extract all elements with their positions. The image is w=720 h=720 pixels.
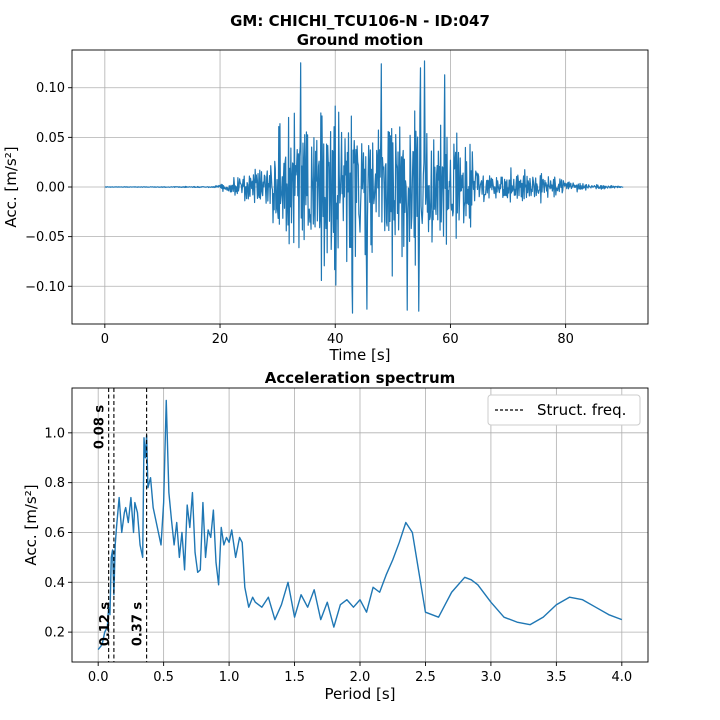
struct-freq-label: 0.12 s bbox=[98, 602, 113, 647]
spectrum-xtick-label: 2.0 bbox=[350, 670, 371, 685]
ground-motion-xtick-label: 80 bbox=[557, 332, 574, 347]
spectrum-grid bbox=[72, 388, 648, 662]
ground-motion-xtick-label: 0 bbox=[101, 332, 109, 347]
spectrum-title: Acceleration spectrum bbox=[265, 369, 456, 387]
ground-motion-ytick-label: −0.10 bbox=[25, 280, 65, 295]
spectrum-ylabel: Acc. [m/s²] bbox=[22, 484, 40, 565]
spectrum-xtick-label: 0.0 bbox=[88, 670, 109, 685]
ground-motion-line bbox=[104, 60, 624, 314]
ground-motion-ylabel: Acc. [m/s²] bbox=[2, 146, 20, 227]
spectrum-xlabel: Period [s] bbox=[324, 685, 395, 703]
ground-motion-ytick-label: 0.05 bbox=[36, 131, 65, 146]
ground-motion-title: Ground motion bbox=[297, 31, 424, 49]
spectrum-ytick-label: 0.4 bbox=[44, 576, 65, 591]
spectrum-xtick-label: 2.5 bbox=[415, 670, 436, 685]
ground-motion-ticks: 0 20 40 60 80 −0.10 −0.05 0.00 0.05 0.10 bbox=[25, 81, 574, 347]
spectrum-ytick-label: 0.2 bbox=[44, 626, 65, 641]
ground-motion-xlabel: Time [s] bbox=[329, 346, 391, 364]
spectrum-xtick-label: 1.0 bbox=[219, 670, 240, 685]
spectrum-ytick-label: 0.8 bbox=[44, 476, 65, 491]
spectrum-xtick-label: 0.5 bbox=[153, 670, 174, 685]
spectrum-ytick-label: 0.6 bbox=[44, 526, 65, 541]
ground-motion-xtick-label: 20 bbox=[212, 332, 229, 347]
ground-motion-ytick-label: 0.00 bbox=[36, 181, 65, 196]
ground-motion-xtick-label: 40 bbox=[327, 332, 344, 347]
spectrum-xtick-label: 4.0 bbox=[611, 670, 632, 685]
acceleration-spectrum-chart: Acceleration spectrum 0.08 s 0.12 s 0.37 s… bbox=[22, 369, 649, 703]
spectrum-line bbox=[97, 399, 623, 650]
spectrum-xtick-label: 3.0 bbox=[481, 670, 502, 685]
ground-motion-grid bbox=[72, 50, 648, 324]
struct-freq-label: 0.08 s bbox=[93, 405, 108, 450]
struct-freq-label: 0.37 s bbox=[131, 602, 146, 647]
legend: Struct. freq. bbox=[487, 394, 641, 426]
ground-motion-xtick-label: 60 bbox=[442, 332, 459, 347]
legend-box bbox=[487, 394, 641, 426]
spectrum-xtick-label: 3.5 bbox=[546, 670, 567, 685]
ground-motion-chart: Ground motion 0 20 40 60 80 −0.10 −0.05 0.00 0.0… bbox=[2, 31, 649, 364]
spectrum-ticks: 0.0 0.5 1.0 1.5 2.0 2.5 3.0 3.5 4.0 0.2 0.4 0.6 0.8 1… bbox=[44, 426, 632, 685]
spectrum-xtick-label: 1.5 bbox=[284, 670, 305, 685]
ground-motion-ytick-label: 0.10 bbox=[36, 81, 65, 96]
ground-motion-ytick-label: −0.05 bbox=[25, 230, 65, 245]
legend-label: Struct. freq. bbox=[537, 401, 626, 419]
spectrum-ytick-label: 1.0 bbox=[44, 426, 65, 441]
spectrum-series bbox=[97, 399, 623, 650]
structural-frequency-lines: 0.08 s 0.12 s 0.37 s bbox=[93, 388, 148, 662]
ground-motion-series bbox=[104, 60, 624, 314]
figure-suptitle: GM: CHICHI_TCU106-N - ID:047 bbox=[230, 12, 490, 30]
